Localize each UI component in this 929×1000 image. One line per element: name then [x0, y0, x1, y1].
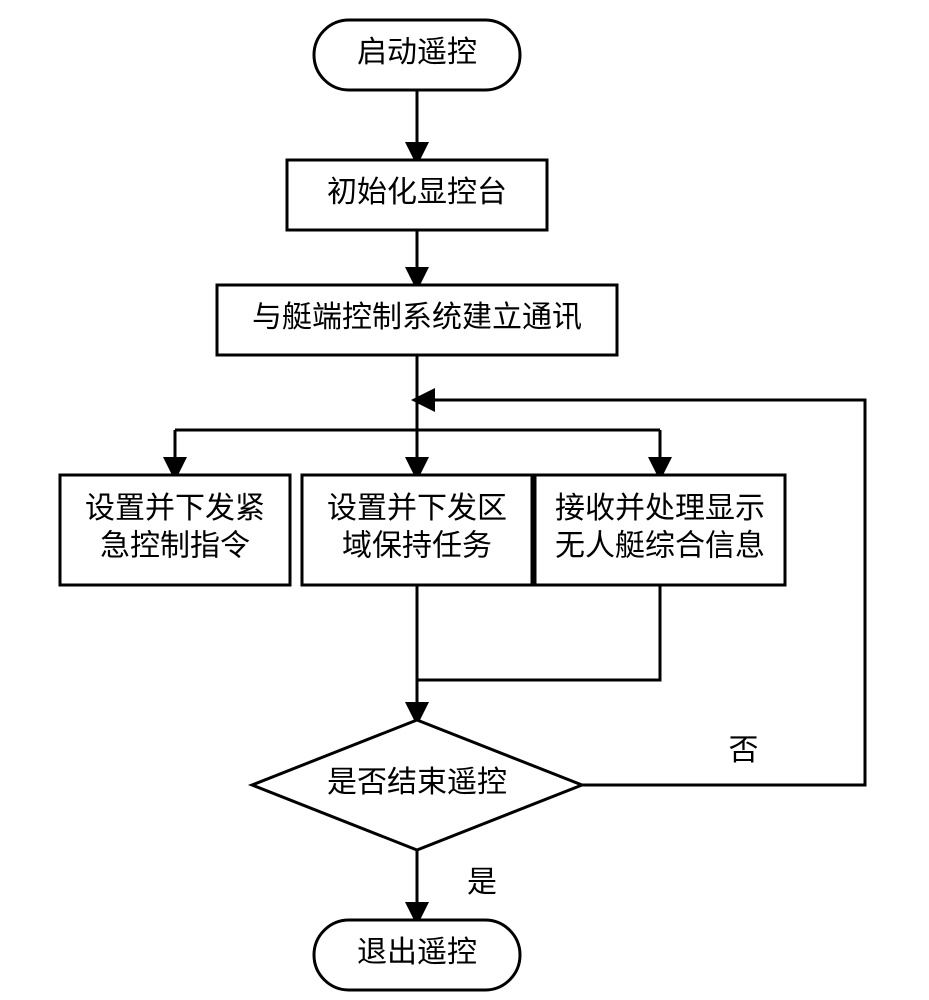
svg-text:与艇端控制系统建立通讯: 与艇端控制系统建立通讯 — [252, 301, 582, 334]
node-decision: 是否结束遥控 — [252, 720, 582, 850]
flowchart-canvas: 启动遥控初始化显控台与艇端控制系统建立通讯设置并下发紧急控制指令设置并下发区域保… — [0, 0, 929, 1000]
svg-text:否: 否 — [729, 734, 759, 767]
node-start: 启动遥控 — [314, 20, 520, 90]
node-branchL: 设置并下发紧急控制指令 — [60, 475, 290, 585]
node-branchR: 接收并处理显示无人艇综合信息 — [535, 475, 785, 585]
node-end: 退出遥控 — [314, 920, 520, 990]
node-comm: 与艇端控制系统建立通讯 — [217, 285, 617, 355]
svg-text:接收并处理显示: 接收并处理显示 — [555, 492, 765, 525]
svg-text:初始化显控台: 初始化显控台 — [327, 176, 507, 209]
svg-text:设置并下发紧: 设置并下发紧 — [85, 492, 265, 525]
svg-text:是: 是 — [467, 866, 497, 899]
svg-text:启动遥控: 启动遥控 — [357, 36, 477, 69]
svg-text:域保持任务: 域保持任务 — [342, 530, 492, 563]
svg-text:急控制指令: 急控制指令 — [100, 530, 250, 563]
svg-text:是否结束遥控: 是否结束遥控 — [327, 766, 507, 799]
node-init: 初始化显控台 — [287, 160, 547, 230]
svg-text:设置并下发区: 设置并下发区 — [327, 492, 507, 525]
node-branchM: 设置并下发区域保持任务 — [302, 475, 532, 585]
svg-text:退出遥控: 退出遥控 — [357, 936, 477, 969]
svg-text:无人艇综合信息: 无人艇综合信息 — [555, 530, 765, 563]
